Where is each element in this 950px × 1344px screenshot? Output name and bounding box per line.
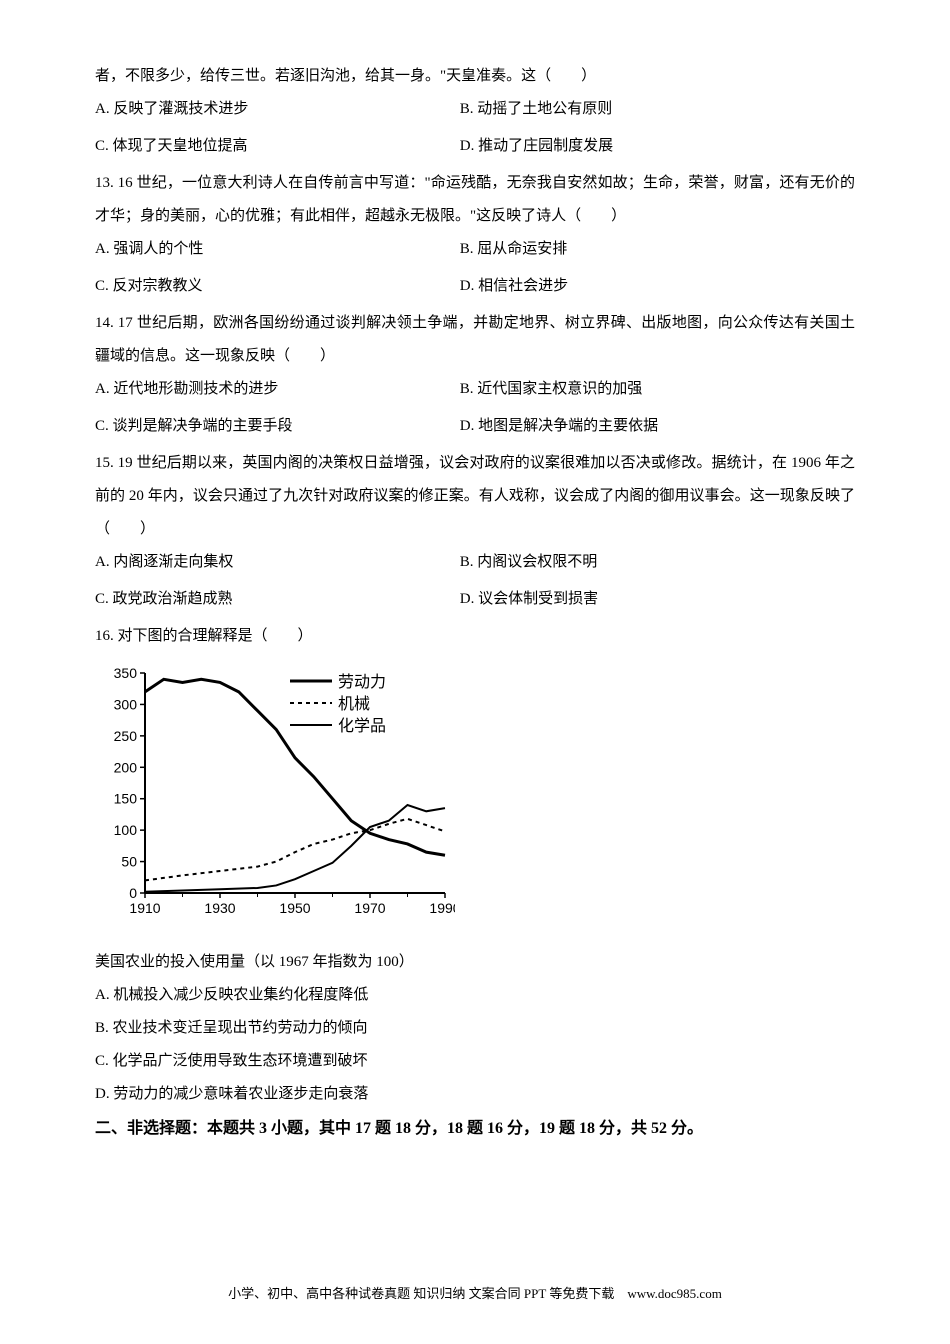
q14-option-c: C. 谈判是解决争端的主要手段 — [95, 410, 460, 443]
q12-option-a: A. 反映了灌溉技术进步 — [95, 93, 460, 126]
q12-options-row2: C. 体现了天皇地位提高 D. 推动了庄园制度发展 — [95, 130, 855, 163]
line-chart-svg: 0 50 100 150 200 250 300 350 1910 1930 1950 1970 199… — [95, 663, 455, 923]
q15-option-c: C. 政党政治渐趋成熟 — [95, 583, 460, 616]
svg-text:1990: 1990 — [429, 900, 455, 916]
q16-option-b: B. 农业技术变迁呈现出节约劳动力的倾向 — [95, 1012, 855, 1045]
q16-option-c: C. 化学品广泛使用导致生态环境遭到破坏 — [95, 1045, 855, 1078]
q12-option-b: B. 动摇了土地公有原则 — [460, 93, 855, 126]
q12-tail: 者，不限多少，给传三世。若逐旧沟池，给其一身。"天皇准奏。这（ ） — [95, 60, 855, 93]
page-footer: 小学、初中、高中各种试卷真题 知识归纳 文案合同 PPT 等免费下载 www.d… — [0, 1280, 950, 1309]
svg-text:100: 100 — [114, 822, 138, 838]
q13-options-row1: A. 强调人的个性 B. 屈从命运安排 — [95, 233, 855, 266]
q16-option-d: D. 劳动力的减少意味着农业逐步走向衰落 — [95, 1078, 855, 1111]
q15-options-row1: A. 内阁逐渐走向集权 B. 内阁议会权限不明 — [95, 546, 855, 579]
q13-text: 13. 16 世纪，一位意大利诗人在自传前言中写道："命运残酷，无奈我自安然如故… — [95, 167, 855, 233]
q12-option-d: D. 推动了庄园制度发展 — [460, 130, 855, 163]
q15-option-a: A. 内阁逐渐走向集权 — [95, 546, 460, 579]
svg-text:200: 200 — [114, 759, 138, 775]
svg-text:1970: 1970 — [354, 900, 385, 916]
q15-options-row2: C. 政党政治渐趋成熟 D. 议会体制受到损害 — [95, 583, 855, 616]
q14-text: 14. 17 世纪后期，欧洲各国纷纷通过谈判解决领土争端，并勘定地界、树立界碑、… — [95, 307, 855, 373]
q14-options-row2: C. 谈判是解决争端的主要手段 D. 地图是解决争端的主要依据 — [95, 410, 855, 443]
svg-text:0: 0 — [129, 885, 137, 901]
q13-option-b: B. 屈从命运安排 — [460, 233, 855, 266]
svg-text:300: 300 — [114, 696, 138, 712]
q13-option-c: C. 反对宗教教义 — [95, 270, 460, 303]
section2-title: 二、非选择题：本题共 3 小题，其中 17 题 18 分，18 题 16 分，1… — [95, 1111, 855, 1146]
svg-text:劳动力: 劳动力 — [338, 673, 386, 691]
svg-text:1950: 1950 — [279, 900, 310, 916]
svg-text:1910: 1910 — [129, 900, 160, 916]
q15-option-b: B. 内阁议会权限不明 — [460, 546, 855, 579]
q14-option-b: B. 近代国家主权意识的加强 — [460, 373, 855, 406]
q13-options-row2: C. 反对宗教教义 D. 相信社会进步 — [95, 270, 855, 303]
svg-text:150: 150 — [114, 791, 138, 807]
q13-option-d: D. 相信社会进步 — [460, 270, 855, 303]
svg-text:机械: 机械 — [338, 695, 370, 713]
svg-text:250: 250 — [114, 728, 138, 744]
q12-options-row1: A. 反映了灌溉技术进步 B. 动摇了土地公有原则 — [95, 93, 855, 126]
svg-text:350: 350 — [114, 665, 138, 681]
q16-chart: 0 50 100 150 200 250 300 350 1910 1930 1950 1970 199… — [95, 663, 855, 936]
q14-option-a: A. 近代地形勘测技术的进步 — [95, 373, 460, 406]
q13-option-a: A. 强调人的个性 — [95, 233, 460, 266]
svg-text:1930: 1930 — [204, 900, 235, 916]
svg-text:化学品: 化学品 — [338, 717, 386, 735]
q16-caption: 美国农业的投入使用量（以 1967 年指数为 100） — [95, 946, 855, 979]
svg-text:50: 50 — [121, 854, 137, 870]
q15-text: 15. 19 世纪后期以来，英国内阁的决策权日益增强，议会对政府的议案很难加以否… — [95, 447, 855, 546]
q14-options-row1: A. 近代地形勘测技术的进步 B. 近代国家主权意识的加强 — [95, 373, 855, 406]
q16-text: 16. 对下图的合理解释是（ ） — [95, 620, 855, 653]
q16-option-a: A. 机械投入减少反映农业集约化程度降低 — [95, 979, 855, 1012]
q12-option-c: C. 体现了天皇地位提高 — [95, 130, 460, 163]
q14-option-d: D. 地图是解决争端的主要依据 — [460, 410, 855, 443]
q15-option-d: D. 议会体制受到损害 — [460, 583, 855, 616]
